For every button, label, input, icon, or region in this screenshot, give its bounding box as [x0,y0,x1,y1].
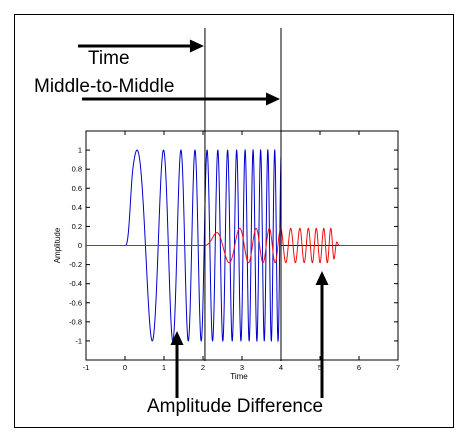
y-tick-label: 0 [78,241,82,250]
x-tick-label: 0 [123,363,127,372]
middle-arrow-head [266,92,280,106]
amp-arrow-left-head [170,331,184,345]
x-tick-label: 5 [318,363,322,372]
annotation-overlay [78,28,329,398]
x-tick-label: 2 [201,363,205,372]
y-tick-label: 1 [78,146,82,155]
x-axis-label: Time [230,372,248,381]
plot-area: -1 0 1 2 3 4 5 6 7 -1 -0.8 -0.6 -0.4 -0.2 0 0.2 0.4 0.6 0.… [53,130,400,381]
middle-to-middle-label: Middle-to-Middle [34,76,175,97]
x-tick-label: -1 [83,363,90,372]
y-tick-label: 0.2 [72,222,82,231]
x-tick-label: 1 [162,363,166,372]
time-arrow-head [189,39,204,53]
y-tick-label: -0.4 [69,279,82,288]
y-tick-label: 0.8 [72,165,82,174]
y-tick-label: 0.4 [72,203,82,212]
x-tick-label: 3 [240,363,244,372]
y-tick-label: -0.2 [69,260,82,269]
y-axis-label: Amplitude [53,227,62,263]
y-tick-label: -1 [75,336,82,345]
y-tick-label: -0.8 [69,317,82,326]
x-tick-label: 7 [396,363,400,372]
amp-arrow-right-head [315,271,329,285]
figure-border [14,14,454,428]
x-tick-label: 4 [279,363,283,372]
amplitude-difference-label: Amplitude Difference [147,396,324,417]
signal-line-2 [86,227,398,264]
y-tick-label: 0.6 [72,184,82,193]
y-tick-label: -0.6 [69,298,82,307]
x-tick-label: 6 [357,363,361,372]
time-label: Time [88,48,130,69]
